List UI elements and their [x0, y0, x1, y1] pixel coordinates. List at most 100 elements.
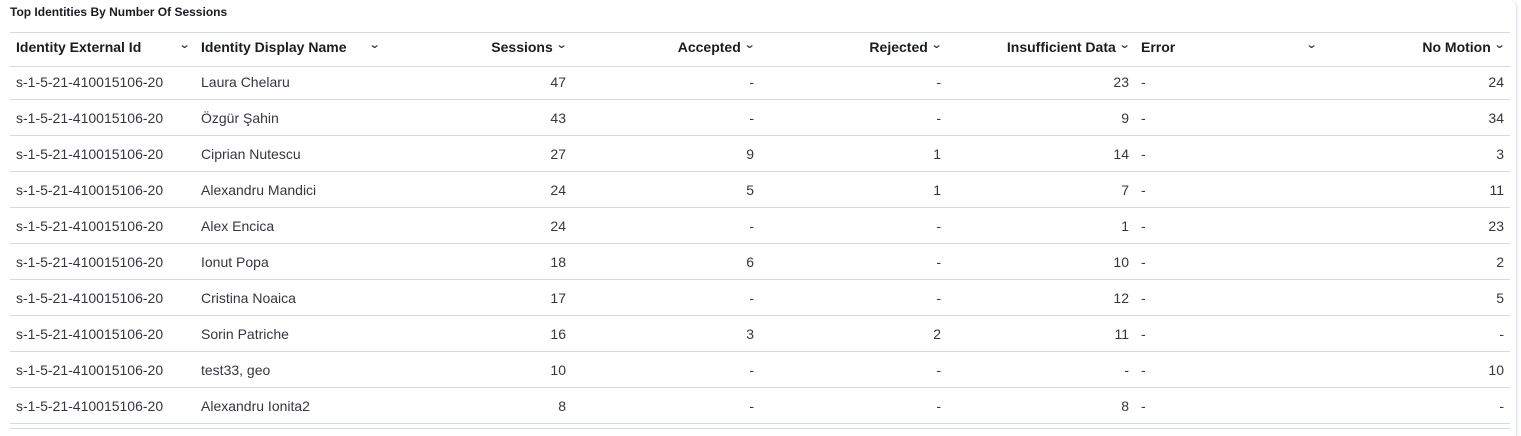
- column-header-label: No Motion: [1422, 39, 1491, 56]
- cell-no-motion: -: [1499, 397, 1504, 414]
- cell-rejected: -: [936, 217, 941, 234]
- column-header-rejected[interactable]: Rejected ⌄: [760, 32, 947, 65]
- cell-sessions: 27: [550, 145, 566, 162]
- cell-insufficient-data: -: [1124, 361, 1129, 378]
- cell-rejected: -: [936, 361, 941, 378]
- column-header-error[interactable]: Error ⌄: [1135, 32, 1322, 65]
- cell-insufficient-data: 12: [1113, 289, 1129, 306]
- cell-insufficient-data: 23: [947, 61, 1135, 100]
- cell-no-motion: 2: [1496, 253, 1504, 270]
- cell-identity-external-id: s-1-5-21-410015106-20: [16, 397, 164, 414]
- cell-identity-display-name: Alex Encica: [201, 217, 275, 234]
- cell-accepted: -: [749, 397, 754, 414]
- cell-identity-external-id: s-1-5-21-410015106-20: [16, 109, 164, 126]
- cell-insufficient-data: 14: [1113, 145, 1129, 162]
- cell-identity-external-id: s-1-5-21-410015106-20: [16, 145, 164, 162]
- table-row: s-1-5-21-410015106-20 Cristina Noaica 17 - -…: [10, 280, 1510, 316]
- chevron-down-icon[interactable]: ⌄: [1118, 38, 1131, 51]
- cell-error: -: [1141, 397, 1146, 414]
- cell-error: -: [1141, 181, 1146, 198]
- table-row: s-1-5-21-410015106-20 Alex Encica 24- -1-23: [10, 208, 1510, 244]
- cell-sessions: 18: [550, 253, 566, 270]
- table-row: s-1-5-21-410015106-20 Ionut Popa 18 6-10-2: [10, 244, 1510, 280]
- cell-error: -: [1141, 217, 1146, 234]
- cell-rejected: -: [936, 289, 941, 306]
- cell-error: -: [1141, 253, 1146, 270]
- cell-no-motion: 10: [1488, 361, 1504, 378]
- cell-no-motion: 3: [1496, 145, 1504, 162]
- cell-accepted: 9: [746, 145, 754, 162]
- cell-insufficient-data: 10: [1113, 253, 1129, 270]
- cell-error: -: [1135, 61, 1322, 100]
- cell-identity-display-name: Sorin Patriche: [201, 325, 289, 342]
- cell-identity-display-name: Alexandru Ionita2: [201, 397, 310, 414]
- cell-rejected: -: [760, 61, 947, 100]
- cell-identity-display-name: test33, geo: [201, 361, 271, 378]
- column-header-label: Accepted: [677, 39, 741, 56]
- cell-rejected: -: [936, 253, 941, 270]
- chevron-down-icon[interactable]: ⌄: [743, 38, 756, 51]
- cell-sessions: 16: [550, 325, 566, 342]
- column-header-no-motion[interactable]: No Motion ⌄: [1322, 32, 1510, 65]
- table-row: s-1-5-21-410015106-20 Sorin Patriche 16 3 2 1…: [10, 316, 1510, 352]
- cell-identity-display-name: Ciprian Nutescu: [201, 145, 301, 162]
- column-header-accepted[interactable]: Accepted ⌄: [572, 32, 760, 65]
- cell-no-motion: 11: [1489, 181, 1504, 198]
- cell-identity-display-name: Cristina Noaica: [201, 289, 296, 306]
- cell-accepted: -: [749, 289, 754, 306]
- cell-rejected: 1: [933, 145, 941, 162]
- table-row: s-1-5-21-410015106-20 Ciprian Nutescu 27 9 1…: [10, 136, 1510, 172]
- cell-identity-display-name: Ionut Popa: [201, 253, 269, 270]
- table-header-row: Identity External Id ⌄ Identity Display Na…: [10, 32, 1510, 65]
- cell-identity-external-id: s-1-5-21-410015106-20: [16, 181, 164, 198]
- column-header-sessions[interactable]: Sessions ⌄: [385, 32, 572, 65]
- cell-identity-external-id: s-1-5-21-410015106-20: [10, 61, 195, 100]
- cell-rejected: -: [936, 109, 941, 126]
- cell-identity-external-id: s-1-5-21-410015106-20: [16, 325, 164, 342]
- column-header-label: Identity Display Name: [201, 39, 347, 56]
- cell-insufficient-data: 11: [1114, 325, 1129, 342]
- cell-accepted: -: [749, 361, 754, 378]
- cell-sessions: 24: [550, 217, 566, 234]
- cell-identity-display-name: Laura Chelaru: [195, 61, 385, 100]
- column-header-label: Insufficient Data: [1006, 39, 1116, 56]
- chevron-down-icon[interactable]: ⌄: [368, 38, 381, 51]
- cell-no-motion: -: [1499, 325, 1504, 342]
- cell-rejected: 1: [933, 181, 941, 198]
- column-header-label: Sessions: [491, 39, 553, 56]
- cell-identity-display-name: Alexandru Mandici: [201, 181, 317, 198]
- chevron-down-icon[interactable]: ⌄: [1305, 38, 1318, 51]
- cell-identity-external-id: s-1-5-21-410015106-20: [16, 253, 164, 270]
- chevron-down-icon[interactable]: ⌄: [930, 38, 943, 51]
- panel-title: Top Identities By Number Of Sessions: [10, 5, 228, 19]
- cell-error: -: [1141, 109, 1146, 126]
- cell-sessions: 8: [558, 397, 566, 414]
- cell-error: -: [1141, 289, 1146, 306]
- cell-insufficient-data: 8: [1121, 397, 1129, 414]
- cell-identity-external-id: s-1-5-21-410015106-20: [16, 361, 164, 378]
- chevron-down-icon[interactable]: ⌄: [1493, 38, 1506, 51]
- table-bottom-border: [10, 428, 1510, 429]
- chevron-down-icon[interactable]: ⌄: [178, 38, 191, 51]
- cell-no-motion: 5: [1496, 289, 1504, 306]
- cell-error: -: [1141, 145, 1146, 162]
- cell-error: -: [1141, 361, 1146, 378]
- column-header-insufficient-data[interactable]: Insufficient Data ⌄: [947, 32, 1135, 65]
- cell-rejected: -: [936, 397, 941, 414]
- cell-sessions: 10: [550, 361, 566, 378]
- cell-accepted: 3: [746, 325, 754, 342]
- cell-accepted: -: [572, 61, 760, 100]
- cell-rejected: 2: [933, 325, 941, 342]
- cell-accepted: 5: [746, 181, 754, 198]
- column-header-identity-display-name[interactable]: Identity Display Name ⌄: [195, 32, 385, 65]
- cell-no-motion: 23: [1488, 217, 1504, 234]
- table-row: s-1-5-21-410015106-20 Alexandru Mandici 24…: [10, 172, 1510, 208]
- cell-no-motion: 34: [1488, 109, 1504, 126]
- cell-sessions: 17: [550, 289, 566, 306]
- chevron-down-icon[interactable]: ⌄: [555, 38, 568, 51]
- cell-insufficient-data: 1: [1121, 217, 1129, 234]
- table-row: s-1-5-21-410015106-20 test33, geo 10- - - -10: [10, 352, 1510, 388]
- column-header-identity-external-id[interactable]: Identity External Id ⌄: [10, 32, 195, 65]
- cell-sessions: 24: [550, 181, 566, 198]
